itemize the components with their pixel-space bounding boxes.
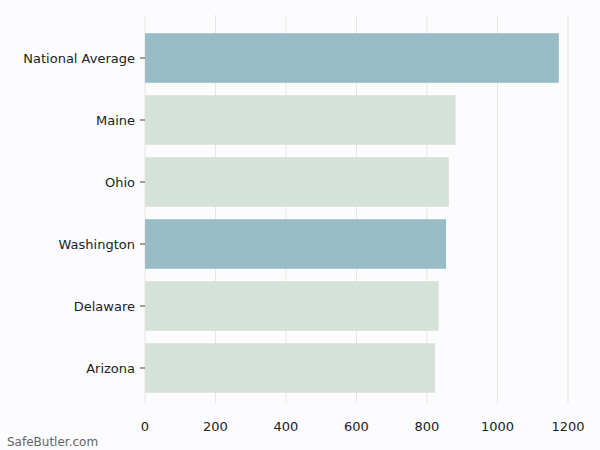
- chart-container: 0 200 400 600 800 1000 1200 National Average Mai…: [0, 0, 600, 450]
- tick-label: 400: [274, 419, 299, 434]
- category-tick: [140, 58, 145, 59]
- category-label: National Average: [23, 51, 135, 66]
- tick-label: 1200: [551, 419, 584, 434]
- category-label: Delaware: [74, 299, 135, 314]
- category-label: Washington: [59, 237, 135, 252]
- labels: 0 200 400 600 800 1000 1200 National Average Mai…: [7, 51, 585, 450]
- chart-svg: 0 200 400 600 800 1000 1200 National Average Mai…: [0, 0, 600, 450]
- category-tick: [140, 244, 145, 245]
- category-label: Maine: [96, 113, 135, 128]
- category-tick: [140, 368, 145, 369]
- grid-line: [568, 15, 569, 403]
- bar: [145, 281, 439, 331]
- category-tick: [140, 120, 145, 121]
- category-label: Ohio: [105, 175, 135, 190]
- tick-label: 800: [415, 419, 440, 434]
- bar: [145, 157, 449, 207]
- bar: [145, 33, 559, 83]
- bars: [145, 33, 559, 393]
- background: [0, 0, 600, 450]
- tick-label: 200: [203, 419, 228, 434]
- annotation: SafeButler.com: [7, 435, 98, 449]
- tick-label: 1000: [481, 419, 514, 434]
- category-label: Arizona: [86, 361, 135, 376]
- bar: [145, 343, 435, 393]
- category-tick: [140, 182, 145, 183]
- tick-label: 600: [344, 419, 369, 434]
- bar: [145, 219, 446, 269]
- bar: [145, 95, 456, 145]
- grid: [140, 15, 568, 403]
- category-tick: [140, 306, 145, 307]
- tick-label: 0: [141, 419, 149, 434]
